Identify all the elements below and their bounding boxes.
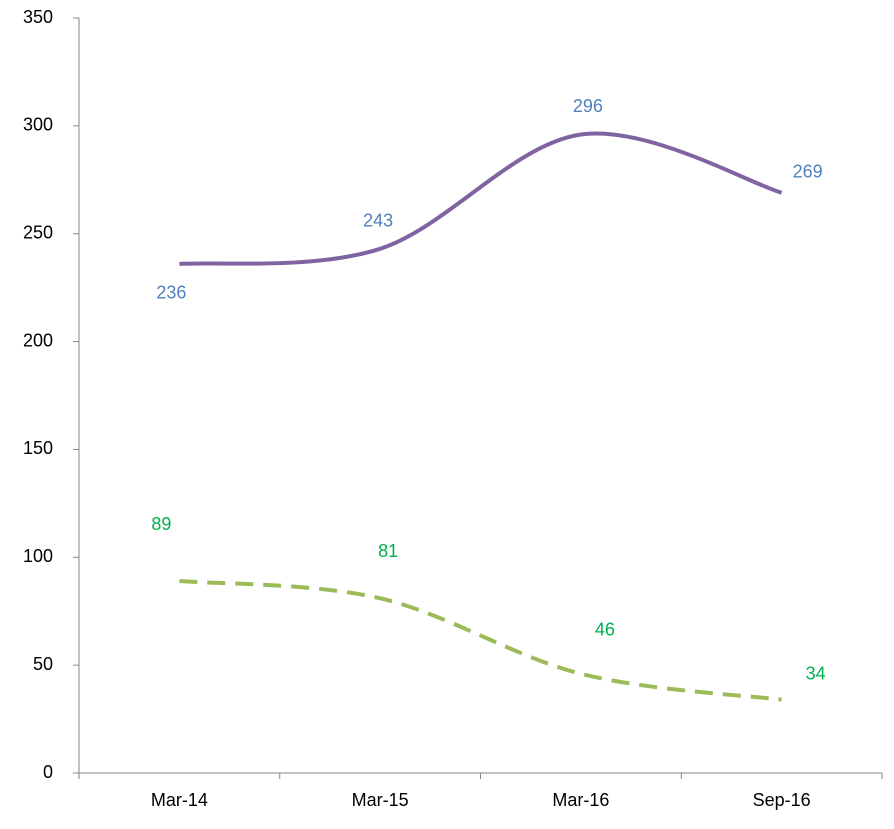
data-label: 236 (156, 283, 186, 303)
y-tick-label: 250 (23, 222, 53, 242)
y-tick-label: 100 (23, 546, 53, 566)
y-tick-label: 300 (23, 115, 53, 135)
y-tick-label: 200 (23, 330, 53, 350)
data-label: 243 (363, 211, 393, 231)
y-tick-label: 0 (43, 762, 53, 782)
data-label: 34 (806, 663, 826, 683)
data-label: 296 (573, 96, 603, 116)
x-tick-label: Sep-16 (753, 790, 811, 810)
series-line (179, 131, 783, 266)
x-tick-label: Mar-15 (352, 790, 409, 810)
y-tick-label: 350 (23, 7, 53, 27)
data-label: 269 (793, 161, 823, 181)
data-label: 81 (378, 541, 398, 561)
series-line (179, 579, 782, 702)
y-tick-label: 150 (23, 438, 53, 458)
x-tick-label: Mar-14 (151, 790, 208, 810)
data-label: 46 (595, 620, 615, 640)
x-tick-label: Mar-16 (552, 790, 609, 810)
y-tick-label: 50 (33, 654, 53, 674)
data-label: 89 (151, 514, 171, 534)
